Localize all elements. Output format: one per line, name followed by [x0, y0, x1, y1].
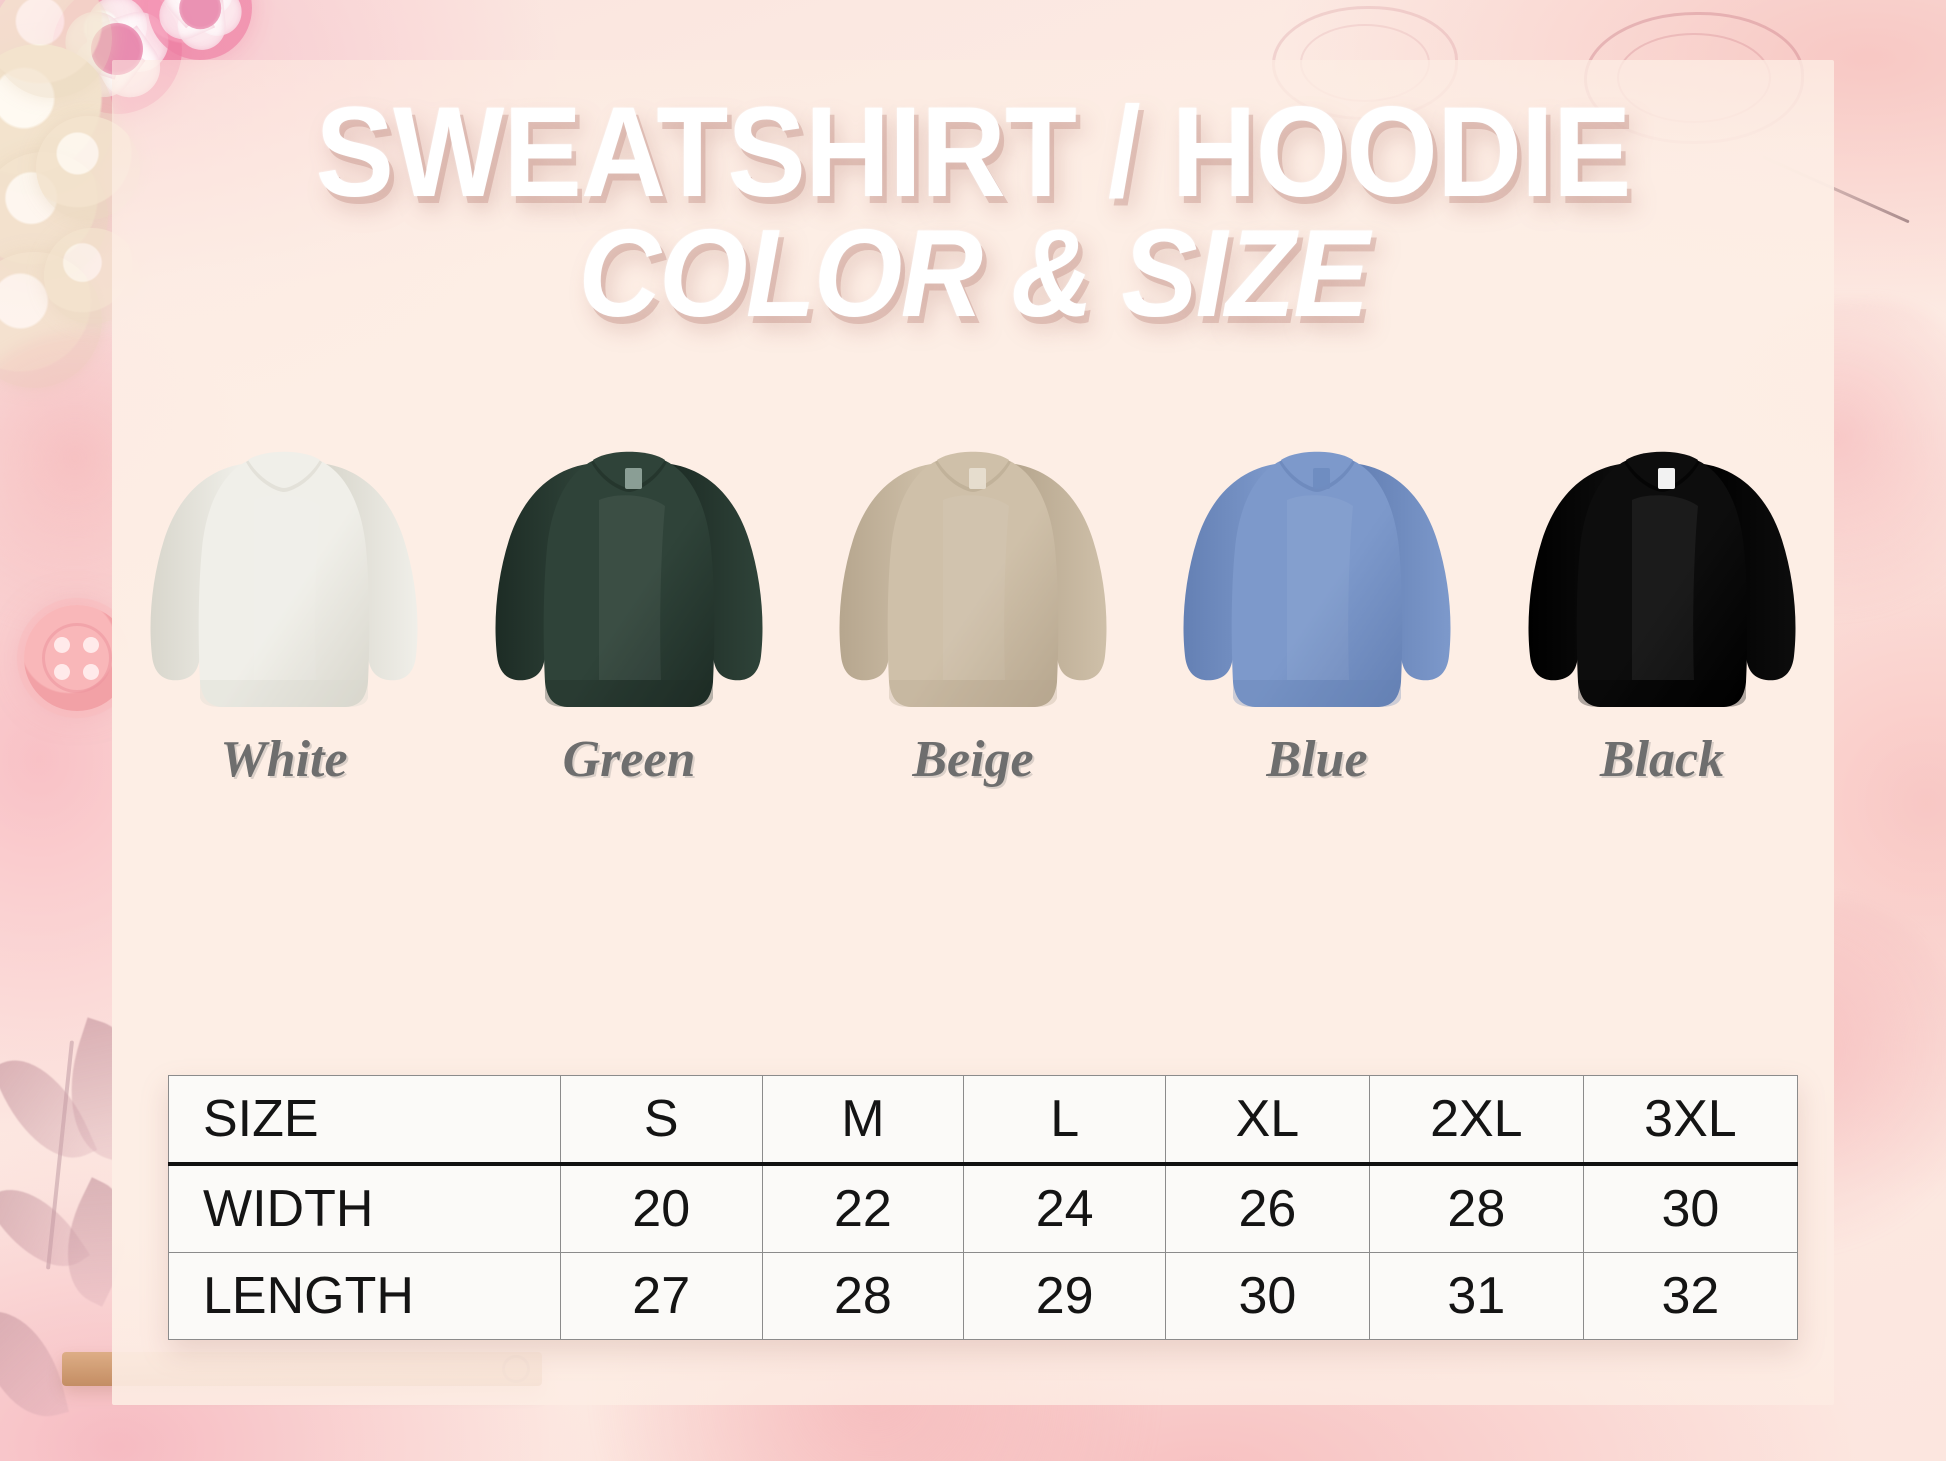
table-row-width: WIDTH 20 22 24 26 28 30 [168, 1163, 1799, 1253]
sweatshirt-illustration-black [1512, 430, 1812, 720]
cell-size-s: S [559, 1075, 763, 1166]
color-label-green: Green [562, 731, 696, 788]
cell-length-l: 29 [963, 1252, 1167, 1340]
cell-size-m: M [761, 1075, 965, 1166]
cell-size-l: L [963, 1075, 1167, 1166]
color-option-white[interactable]: White [134, 430, 434, 830]
size-chart-table: SIZE S M L XL 2XL 3XL WIDTH 20 22 24 26 28 30 LENGTH 27… [168, 1075, 1799, 1340]
botanical-leaf-icon [0, 1299, 69, 1429]
cream-flower-icon [0, 0, 112, 98]
color-label-white: White [220, 731, 348, 788]
sweatshirt-illustration-white [134, 430, 434, 720]
sweatshirt-illustration-blue [1167, 430, 1467, 720]
cell-length-xl: 30 [1165, 1252, 1370, 1340]
cell-length-3xl: 32 [1582, 1252, 1799, 1340]
cell-length-m: 28 [761, 1252, 965, 1340]
cell-size-3xl: 3XL [1582, 1075, 1799, 1166]
botanical-leaf-icon [0, 1042, 98, 1176]
cell-length-2xl: 31 [1368, 1252, 1584, 1340]
sweatshirt-illustration-beige [823, 430, 1123, 720]
cream-flower-icon [0, 152, 108, 280]
color-label-black: Black [1599, 731, 1725, 788]
color-label-beige: Beige [912, 731, 1034, 788]
color-option-green[interactable]: Green [479, 430, 779, 830]
table-row-size: SIZE S M L XL 2XL 3XL [168, 1075, 1799, 1166]
color-options-row: White Green Beige Blue Black [112, 430, 1834, 830]
row-header-width: WIDTH [168, 1163, 561, 1253]
cell-length-s: 27 [559, 1252, 763, 1340]
cherry-blossom-icon [148, 0, 252, 60]
botanical-leaf-icon [0, 1168, 91, 1288]
cell-size-2xl: 2XL [1368, 1075, 1584, 1166]
cream-flower-icon [0, 252, 102, 388]
row-header-size: SIZE [168, 1075, 561, 1166]
color-label-blue: Blue [1266, 731, 1368, 788]
cell-width-xl: 26 [1165, 1163, 1370, 1253]
cream-flower-icon [0, 44, 114, 194]
table-row-length: LENGTH 27 28 29 30 31 32 [168, 1252, 1799, 1340]
row-header-length: LENGTH [168, 1252, 561, 1340]
cell-width-l: 24 [963, 1163, 1167, 1253]
cell-width-2xl: 28 [1368, 1163, 1584, 1253]
cell-width-m: 22 [761, 1163, 965, 1253]
cell-width-s: 20 [559, 1163, 763, 1253]
sweatshirt-illustration-green [479, 430, 779, 720]
cell-width-3xl: 30 [1582, 1163, 1799, 1253]
botanical-stem [45, 1040, 75, 1270]
color-option-blue[interactable]: Blue [1167, 430, 1467, 830]
color-option-black[interactable]: Black [1512, 430, 1812, 830]
color-option-beige[interactable]: Beige [823, 430, 1123, 830]
cell-size-xl: XL [1165, 1075, 1370, 1166]
